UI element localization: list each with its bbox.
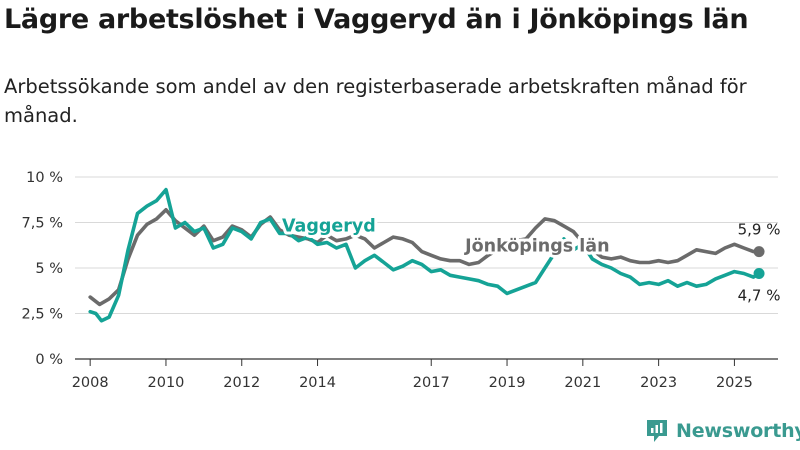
x-tick-label: 2012 [223,375,260,391]
y-tick-label: 2,5 % [22,307,63,323]
x-tick-label: 2017 [413,375,450,391]
chart-title: Lägre arbetslöshet i Vaggeryd än i Jönkö… [4,4,749,35]
y-tick-label: 5 % [35,261,63,277]
x-tick-label: 2025 [716,375,753,391]
label-layer: 5,9 % 4,7 % Vaggeryd Jönköpings län [279,214,781,305]
y-tick-label: 0 % [35,352,63,368]
end-label-vaggeryd: 4,7 % [738,286,781,304]
series-annotation-jonkopings-lan: Jönköpings län [464,237,609,257]
end-point-jonkopings-lan [753,246,765,258]
x-tick-label: 2010 [148,375,185,391]
newsworthy-logo-icon [647,420,667,442]
x-tick-label: 2019 [489,375,526,391]
series-line-vaggeryd [88,187,761,323]
x-tick-label: 2023 [640,375,677,391]
x-tick-label: 2008 [72,375,109,391]
x-tick-label: 2021 [564,375,601,391]
series-annotation-vaggeryd: Vaggeryd [282,217,376,237]
brand-name: Newsworthy [676,420,800,442]
x-tick-label: 2014 [299,375,336,391]
grid-layer: 0 % 2,5 % 5 % 7,5 % 10 % 2008 2010 2012 2014 2017… [22,170,778,391]
end-label-jonkopings-lan: 5,9 % [738,221,781,239]
y-tick-label: 10 % [26,170,63,186]
end-point-vaggeryd [753,267,765,279]
series-line-jonkopings-lan [88,208,761,307]
brand-logo[interactable]: Newsworthy [645,418,800,444]
chart-subtitle: Arbetssökande som andel av den registerb… [4,75,747,127]
series-layer [88,187,765,323]
y-tick-label: 7,5 % [22,216,63,232]
